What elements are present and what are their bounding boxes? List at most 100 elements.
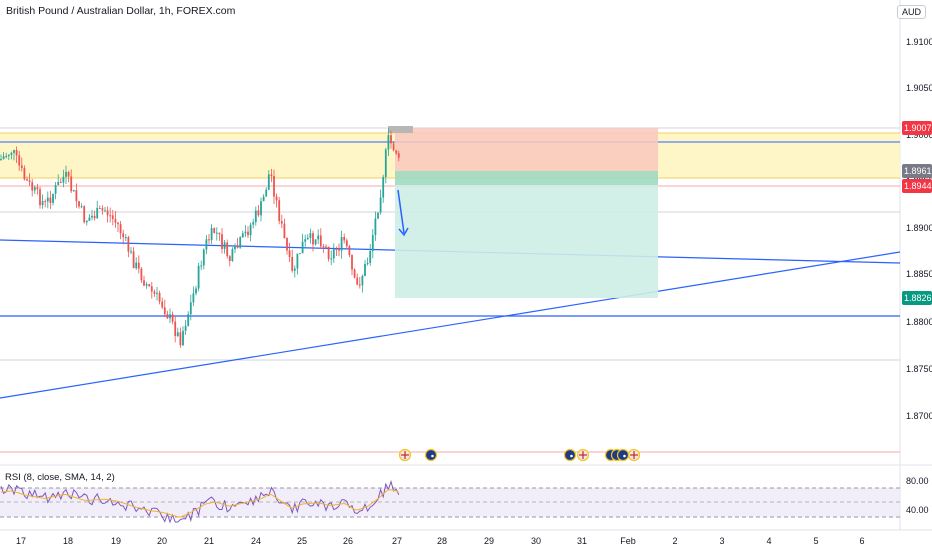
candle[interactable]	[75, 183, 78, 208]
candle[interactable]	[270, 168, 273, 183]
candle[interactable]	[93, 210, 96, 221]
candle[interactable]	[330, 250, 333, 266]
candle[interactable]	[221, 228, 223, 254]
candle[interactable]	[122, 229, 125, 245]
candle[interactable]	[5, 152, 8, 159]
gbp-flag-icon[interactable]	[398, 448, 412, 462]
candle[interactable]	[111, 209, 114, 226]
candle[interactable]	[392, 142, 395, 152]
candle[interactable]	[67, 170, 70, 183]
candle[interactable]	[119, 221, 122, 240]
candle[interactable]	[345, 238, 348, 249]
candle[interactable]	[85, 220, 88, 226]
candle[interactable]	[351, 254, 353, 276]
currency-badge[interactable]: AUD	[896, 5, 926, 19]
rsi-indicator-label[interactable]: RSI (8, close, SMA, 14, 2)	[5, 472, 115, 483]
candle[interactable]	[88, 214, 91, 221]
candle[interactable]	[340, 230, 343, 259]
candle[interactable]	[124, 234, 127, 242]
candle[interactable]	[278, 196, 281, 225]
candle[interactable]	[127, 235, 130, 258]
candle[interactable]	[182, 326, 184, 347]
candle[interactable]	[215, 227, 218, 241]
gbp-flag-icon[interactable]	[576, 448, 590, 462]
candle[interactable]	[223, 239, 226, 254]
aud-flag-icon[interactable]	[616, 448, 630, 462]
candle[interactable]	[213, 227, 216, 234]
candle[interactable]	[306, 234, 309, 240]
candle[interactable]	[114, 211, 117, 228]
candle[interactable]	[109, 207, 112, 223]
candle[interactable]	[13, 149, 15, 161]
candle[interactable]	[296, 253, 299, 275]
position-stop-zone[interactable]	[395, 128, 658, 171]
candle[interactable]	[137, 255, 140, 274]
candle[interactable]	[156, 287, 158, 301]
candle[interactable]	[59, 178, 62, 184]
candle[interactable]	[18, 150, 21, 171]
candle[interactable]	[299, 253, 301, 255]
candle[interactable]	[0, 154, 2, 161]
candle[interactable]	[260, 197, 262, 222]
candle[interactable]	[366, 257, 369, 266]
candle[interactable]	[197, 262, 200, 292]
candle[interactable]	[228, 255, 231, 267]
candle[interactable]	[280, 214, 283, 229]
candle[interactable]	[265, 187, 268, 197]
candle[interactable]	[395, 150, 398, 155]
candle[interactable]	[353, 268, 356, 279]
candle[interactable]	[210, 224, 213, 244]
candle[interactable]	[44, 199, 47, 208]
candle[interactable]	[176, 327, 179, 338]
candle[interactable]	[364, 260, 366, 277]
candle[interactable]	[31, 178, 34, 197]
candle[interactable]	[301, 233, 304, 254]
candlestick-series[interactable]	[0, 128, 400, 348]
candle[interactable]	[226, 239, 229, 259]
candle[interactable]	[288, 242, 291, 263]
candle[interactable]	[171, 311, 174, 325]
position-handle[interactable]	[388, 126, 413, 133]
candle[interactable]	[291, 249, 294, 273]
candle[interactable]	[106, 206, 109, 223]
ascending-trendline[interactable]	[0, 251, 901, 399]
candle[interactable]	[397, 150, 400, 162]
candle[interactable]	[184, 319, 187, 336]
candle[interactable]	[202, 248, 205, 270]
gbp-flag-icon[interactable]	[627, 448, 641, 462]
candle[interactable]	[252, 218, 255, 229]
candle[interactable]	[187, 311, 190, 327]
candle[interactable]	[384, 147, 387, 184]
candle[interactable]	[140, 267, 143, 284]
candle[interactable]	[135, 257, 138, 271]
symbol-title[interactable]: British Pound / Australian Dollar, 1h, F…	[6, 5, 236, 17]
candle[interactable]	[143, 275, 145, 287]
candle[interactable]	[28, 173, 31, 186]
candle[interactable]	[169, 308, 171, 324]
candle[interactable]	[36, 183, 39, 195]
candle[interactable]	[369, 244, 372, 266]
candle[interactable]	[15, 146, 18, 163]
rsi-sma-line[interactable]	[0, 488, 400, 518]
candle[interactable]	[325, 244, 327, 250]
candle[interactable]	[317, 229, 320, 245]
candle[interactable]	[117, 222, 119, 232]
aud-flag-icon[interactable]	[563, 448, 577, 462]
candle[interactable]	[2, 152, 5, 160]
candle[interactable]	[150, 281, 153, 299]
candle[interactable]	[335, 246, 338, 256]
candle[interactable]	[273, 169, 275, 204]
candle[interactable]	[78, 200, 80, 209]
candle[interactable]	[96, 200, 99, 219]
candle[interactable]	[205, 235, 208, 255]
candle[interactable]	[148, 283, 151, 287]
candle[interactable]	[57, 174, 60, 186]
candle[interactable]	[208, 234, 210, 245]
candle[interactable]	[23, 165, 26, 181]
candle[interactable]	[257, 204, 260, 217]
candle[interactable]	[91, 209, 93, 221]
candle[interactable]	[54, 181, 57, 200]
projection-arrow[interactable]	[397, 189, 405, 234]
candle[interactable]	[200, 260, 203, 271]
candle[interactable]	[356, 273, 359, 286]
